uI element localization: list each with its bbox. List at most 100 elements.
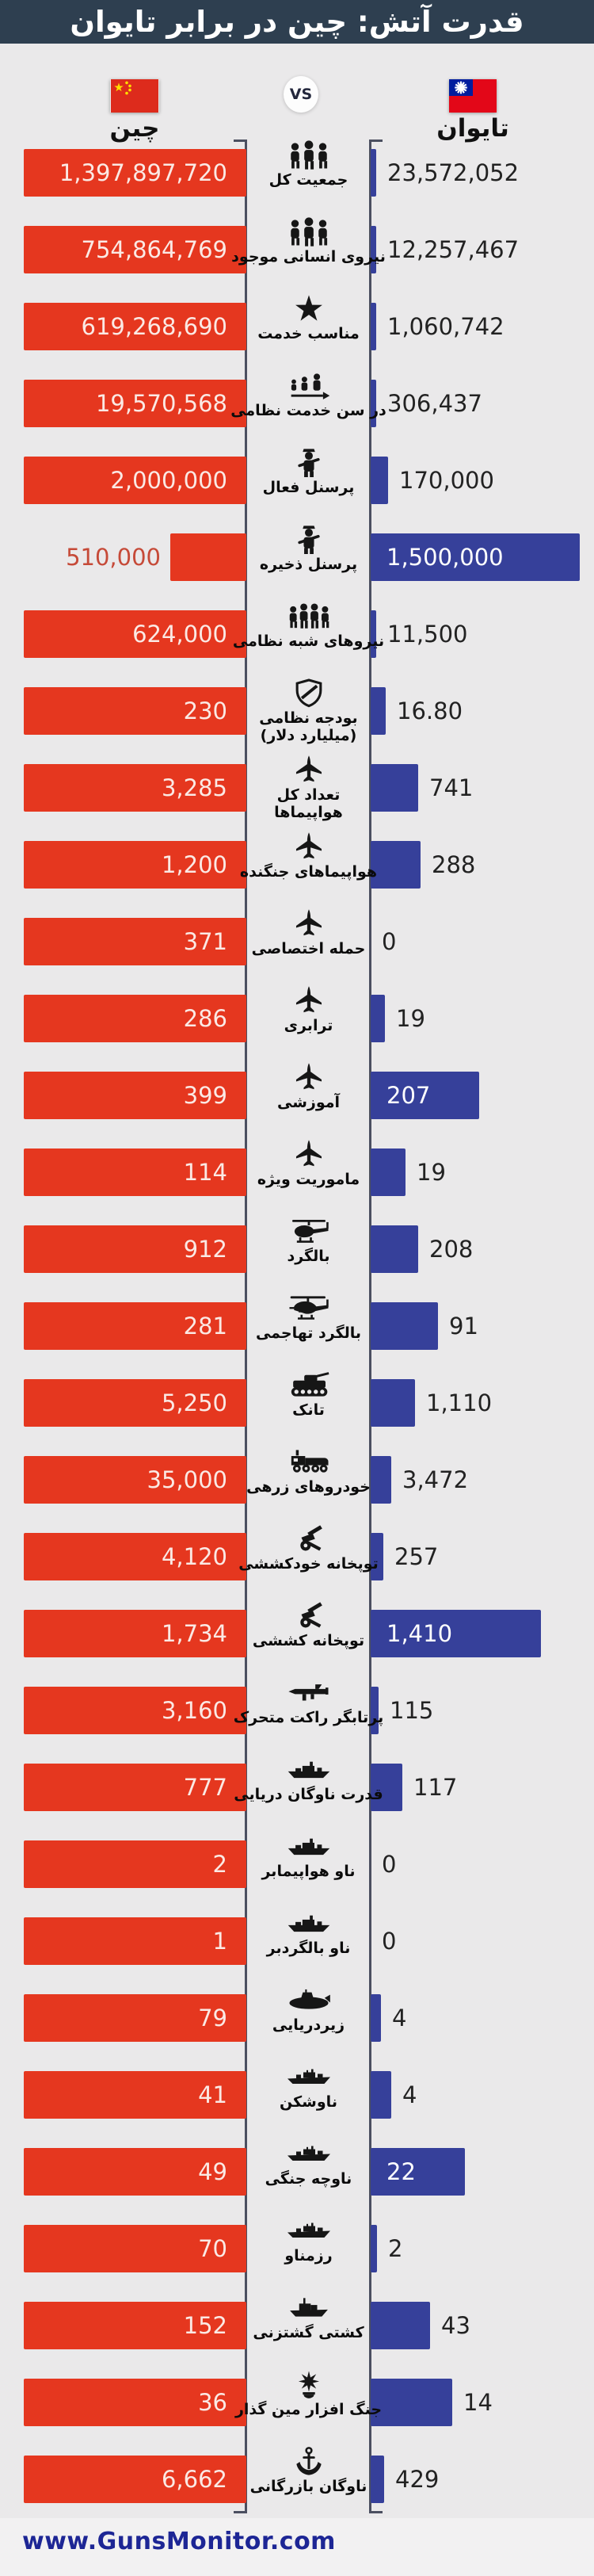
china-bar: 399 bbox=[24, 1072, 246, 1119]
china-value: 114 bbox=[183, 1159, 227, 1186]
china-bar: 286 bbox=[24, 995, 246, 1042]
category-label: ناوچه جنگی bbox=[265, 2170, 352, 2188]
category-label: ناو بالگردبر bbox=[266, 1940, 351, 1957]
category-label: ناوگان بازرگانی bbox=[249, 2478, 367, 2495]
taiwan-bar bbox=[371, 2379, 452, 2426]
category-label: جمعیت کل bbox=[268, 171, 348, 189]
taiwan-bar: 207 bbox=[371, 1072, 479, 1119]
total-aircraft-icon bbox=[287, 755, 331, 785]
active-personnel-icon bbox=[287, 447, 331, 477]
taiwan-bar bbox=[371, 1687, 379, 1734]
attack-helicopter-icon bbox=[287, 1293, 331, 1323]
category: بالگرد bbox=[246, 1214, 371, 1288]
defense-budget-icon bbox=[287, 678, 331, 708]
taiwan-value: 115 bbox=[390, 1697, 434, 1724]
category: ناو هواپیمابر bbox=[246, 1829, 371, 1903]
china-value: 3,160 bbox=[161, 1697, 227, 1724]
china-bar: 230 bbox=[24, 687, 246, 735]
category: بالگرد تهاجمی bbox=[246, 1291, 371, 1365]
tank-icon bbox=[287, 1370, 331, 1400]
taiwan-bar bbox=[371, 1302, 438, 1350]
taiwan-bar bbox=[371, 995, 385, 1042]
category-label: زیردریایی bbox=[272, 2016, 345, 2034]
website-link[interactable]: www.GunsMonitor.com bbox=[22, 2528, 336, 2555]
comparison-row: 624,000 نیروهای شبه نظامی 11,500 bbox=[0, 596, 594, 673]
frigate-icon bbox=[287, 2138, 331, 2169]
category-label: ترابری bbox=[284, 1017, 333, 1034]
comparison-row: 619,268,690 مناسب خدمت 1,060,742 bbox=[0, 289, 594, 365]
axis-tick bbox=[369, 140, 383, 142]
china-bar: 371 bbox=[24, 918, 246, 965]
category-label: پرسنل فعال bbox=[262, 479, 355, 496]
title-bar: قدرت آتش: چین در برابر تایوان bbox=[0, 0, 594, 44]
category: جمعیت کل bbox=[246, 138, 371, 212]
category: توپخانه کششی bbox=[246, 1599, 371, 1672]
china-value: 912 bbox=[183, 1236, 227, 1263]
trainer-aircraft-icon bbox=[287, 1062, 331, 1092]
china-value: 2 bbox=[212, 1851, 227, 1878]
category-label: پرسنل ذخیره bbox=[259, 556, 358, 573]
comparison-row: 371 حمله اختصاصی 0 bbox=[0, 904, 594, 980]
china-value: 36 bbox=[198, 2389, 227, 2416]
china-value: 5,250 bbox=[161, 1389, 227, 1416]
taiwan-bar bbox=[371, 2071, 391, 2119]
china-value: 70 bbox=[198, 2235, 227, 2262]
comparison-row: 152 کشتی گشتزنی 43 bbox=[0, 2287, 594, 2364]
category: در سن خدمت نظامی bbox=[230, 369, 386, 442]
category: پرسنل ذخیره bbox=[246, 522, 371, 596]
china-bar: 3,160 bbox=[24, 1687, 246, 1734]
population-icon bbox=[287, 140, 331, 170]
taiwan-value: 2 bbox=[388, 2235, 403, 2262]
taiwan-bar bbox=[371, 226, 376, 273]
china-bar: 1,200 bbox=[24, 841, 246, 889]
category: نیروی انسانی موجود bbox=[231, 215, 386, 289]
category: ناو بالگردبر bbox=[246, 1906, 371, 1980]
taiwan-value: 0 bbox=[382, 1928, 397, 1955]
china-bar: 2,000,000 bbox=[24, 457, 246, 504]
china-bar: 5,250 bbox=[24, 1379, 246, 1427]
china-value: 3,285 bbox=[161, 774, 227, 801]
taiwan-value: 1,500,000 bbox=[386, 544, 504, 571]
comparison-row: 230 بودجه نظامی (میلیارد دلار) 16.80 bbox=[0, 673, 594, 750]
taiwan-value: 16.80 bbox=[397, 698, 463, 724]
taiwan-value: 3,472 bbox=[402, 1466, 469, 1493]
destroyer-icon bbox=[287, 2062, 331, 2092]
comparison-row: 79 زیردریایی 4 bbox=[0, 1980, 594, 2057]
comparison-row: 5,250 تانک 1,110 bbox=[0, 1365, 594, 1442]
comparison-row: 777 قدرت ناوگان دریایی 117 bbox=[0, 1749, 594, 1826]
china-bar: 114 bbox=[24, 1148, 246, 1196]
comparison-row: 281 بالگرد تهاجمی 91 bbox=[0, 1288, 594, 1365]
china-bar bbox=[170, 533, 246, 581]
axis-tick bbox=[234, 2511, 247, 2513]
footer: www.GunsMonitor.com bbox=[0, 2518, 594, 2576]
china-value: 2,000,000 bbox=[110, 467, 227, 494]
china-value: 1 bbox=[212, 1928, 227, 1955]
taiwan-value: 741 bbox=[429, 774, 474, 801]
taiwan-value: 0 bbox=[382, 928, 397, 955]
fit-for-service-icon bbox=[287, 293, 331, 323]
china-value: 79 bbox=[198, 2005, 227, 2031]
comparison-chart: 1,397,897,720 جمعیت کل 23,572,052 754,86… bbox=[0, 135, 594, 2518]
taiwan-value: 1,110 bbox=[426, 1389, 493, 1416]
towed-artillery-icon bbox=[287, 1600, 331, 1630]
category-label: نیروهای شبه نظامی bbox=[232, 633, 385, 650]
comparison-row: 1,397,897,720 جمعیت کل 23,572,052 bbox=[0, 135, 594, 212]
axis-tick bbox=[369, 2511, 383, 2513]
taiwan-value: 429 bbox=[395, 2466, 440, 2493]
category: تعداد کل هواپیماها bbox=[246, 753, 371, 827]
category: پرتابگر راکت متحرک bbox=[234, 1676, 383, 1749]
category-label: پرتابگر راکت متحرک bbox=[233, 1709, 384, 1726]
helicopter-icon bbox=[287, 1216, 331, 1246]
china-value: 35,000 bbox=[147, 1466, 227, 1493]
corvette-icon bbox=[287, 2215, 331, 2245]
comparison-row: 36 جنگ افزار مین گذار 14 bbox=[0, 2364, 594, 2441]
category-label: ماموریت ویژه bbox=[257, 1171, 360, 1188]
category-label: نیروی انسانی موجود bbox=[231, 248, 386, 266]
comparison-row: 6,662 ناوگان بازرگانی 429 bbox=[0, 2441, 594, 2518]
taiwan-bar bbox=[371, 303, 376, 350]
category-label: حمله اختصاصی bbox=[251, 940, 366, 957]
country-label-china: چین bbox=[109, 114, 160, 143]
submarine-icon bbox=[287, 1985, 331, 2015]
comparison-row: 2,000,000 پرسنل فعال 170,000 bbox=[0, 442, 594, 519]
category: بودجه نظامی (میلیارد دلار) bbox=[246, 676, 371, 750]
